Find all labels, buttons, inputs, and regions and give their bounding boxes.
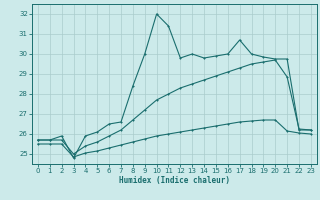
X-axis label: Humidex (Indice chaleur): Humidex (Indice chaleur) xyxy=(119,176,230,185)
